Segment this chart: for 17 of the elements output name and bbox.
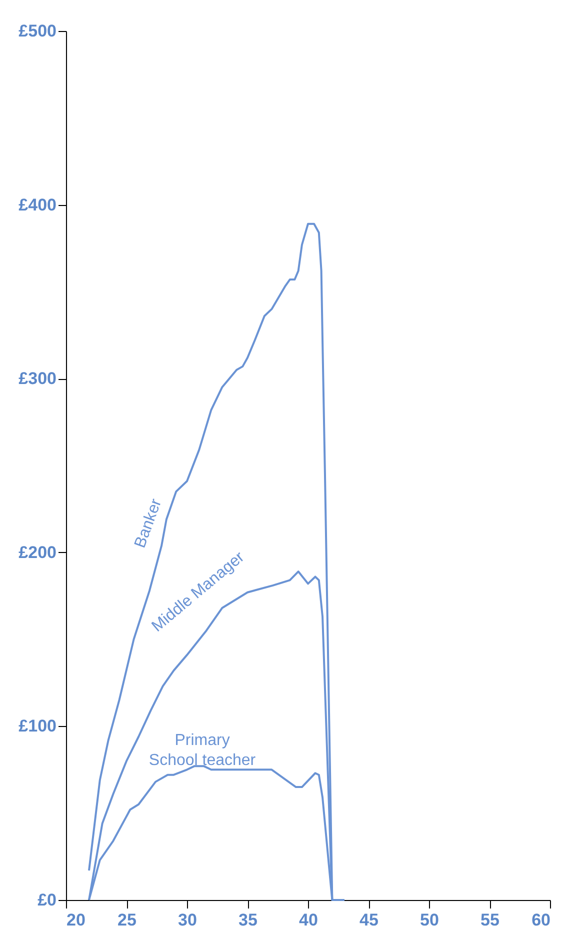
x-tick-label: 40 <box>299 910 318 930</box>
y-tick-label: £500 <box>18 22 56 40</box>
x-tick-label: 20 <box>66 910 86 930</box>
x-tick-label: 45 <box>360 910 378 930</box>
x-tick-label: 50 <box>420 910 439 930</box>
y-tick-label: £400 <box>18 195 56 214</box>
series-label: Primary School teacher <box>148 732 256 770</box>
x-tick-label: 55 <box>480 910 500 930</box>
x-tick-label: 30 <box>178 910 197 930</box>
y-tick-label: £200 <box>18 542 56 562</box>
y-tick-label: £100 <box>18 716 56 736</box>
x-tick-label: 35 <box>238 910 258 930</box>
x-tick-label: 25 <box>118 910 136 930</box>
y-tick-label: £0 <box>38 890 56 910</box>
y-tick-label: £300 <box>18 369 56 388</box>
text: Banker <box>132 496 166 550</box>
x-tick-label: 60 <box>532 910 550 930</box>
